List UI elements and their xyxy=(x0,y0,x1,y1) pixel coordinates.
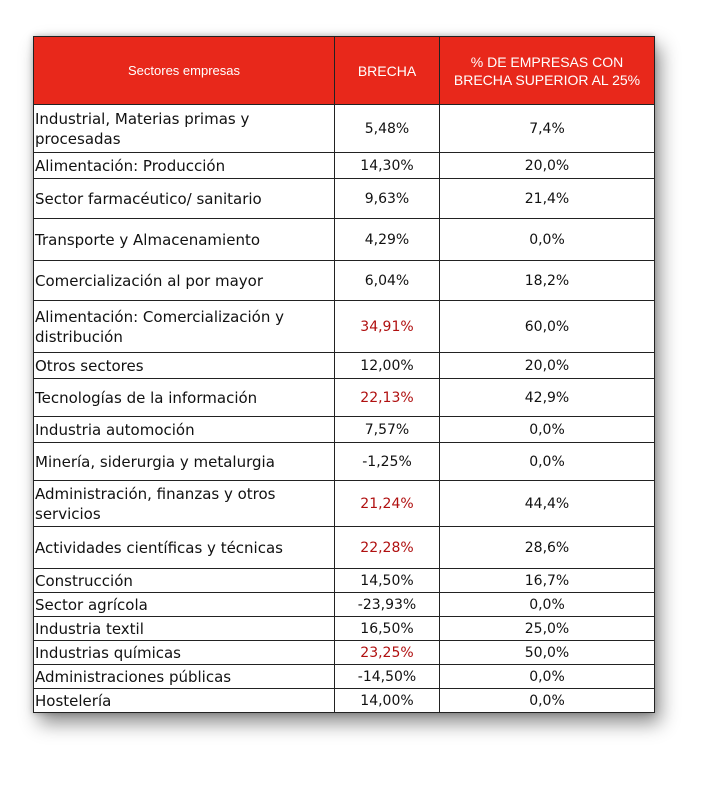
cell-pct: 16,7% xyxy=(439,568,655,593)
cell-pct: 20,0% xyxy=(439,152,655,179)
sector-gap-table: Sectores empresas BRECHA % DE EMPRESAS C… xyxy=(33,36,655,713)
cell-sector: Administración, finanzas y otros servici… xyxy=(33,480,335,527)
table-row: Industrial, Materias primas y procesadas… xyxy=(33,104,655,153)
cell-pct: 7,4% xyxy=(439,104,655,153)
table-row: Minería, siderurgia y metalurgia -1,25% 0,… xyxy=(33,442,655,481)
cell-brecha: 4,29% xyxy=(334,218,440,261)
cell-brecha: -14,50% xyxy=(334,664,440,689)
cell-pct: 0,0% xyxy=(439,442,655,481)
cell-sector: Minería, siderurgia y metalurgia xyxy=(33,442,335,481)
table-row: Otros sectores 12,00% 20,0% xyxy=(33,352,655,379)
table-card: Sectores empresas BRECHA % DE EMPRESAS C… xyxy=(33,36,655,713)
table-row: Industrias químicas 23,25% 50,0% xyxy=(33,640,655,665)
table-row: Alimentación: Comercialización y distrib… xyxy=(33,300,655,353)
cell-pct: 50,0% xyxy=(439,640,655,665)
table-row: Industria automoción 7,57% 0,0% xyxy=(33,416,655,443)
cell-pct: 20,0% xyxy=(439,352,655,379)
cell-brecha: 12,00% xyxy=(334,352,440,379)
header-pct: % DE EMPRESAS CON BRECHA SUPERIOR AL 25% xyxy=(439,36,655,105)
cell-brecha: 14,30% xyxy=(334,152,440,179)
cell-sector: Tecnologías de la información xyxy=(33,378,335,417)
cell-brecha: 16,50% xyxy=(334,616,440,641)
cell-pct: 21,4% xyxy=(439,178,655,219)
cell-brecha: 14,50% xyxy=(334,568,440,593)
table-row: Hostelería 14,00% 0,0% xyxy=(33,688,655,713)
table-row: Administraciones públicas -14,50% 0,0% xyxy=(33,664,655,689)
header-row: Sectores empresas BRECHA % DE EMPRESAS C… xyxy=(33,36,655,105)
cell-sector: Administraciones públicas xyxy=(33,664,335,689)
cell-brecha: 5,48% xyxy=(334,104,440,153)
table-row: Sector agrícola -23,93% 0,0% xyxy=(33,592,655,617)
cell-brecha: 21,24% xyxy=(334,480,440,527)
cell-pct: 0,0% xyxy=(439,688,655,713)
cell-sector: Construcción xyxy=(33,568,335,593)
cell-pct: 44,4% xyxy=(439,480,655,527)
table-row: Comercialización al por mayor 6,04% 18,2% xyxy=(33,260,655,301)
cell-brecha: 7,57% xyxy=(334,416,440,443)
cell-sector: Otros sectores xyxy=(33,352,335,379)
cell-sector: Comercialización al por mayor xyxy=(33,260,335,301)
cell-sector: Industria automoción xyxy=(33,416,335,443)
table-row: Alimentación: Producción 14,30% 20,0% xyxy=(33,152,655,179)
cell-brecha: 6,04% xyxy=(334,260,440,301)
table-row: Tecnologías de la información 22,13% 42,9% xyxy=(33,378,655,417)
cell-brecha: 14,00% xyxy=(334,688,440,713)
cell-brecha: 9,63% xyxy=(334,178,440,219)
cell-pct: 28,6% xyxy=(439,526,655,569)
cell-pct: 60,0% xyxy=(439,300,655,353)
cell-sector: Sector farmacéutico/ sanitario xyxy=(33,178,335,219)
cell-sector: Sector agrícola xyxy=(33,592,335,617)
cell-sector: Industria textil xyxy=(33,616,335,641)
table-row: Actividades científicas y técnicas 22,28%… xyxy=(33,526,655,569)
cell-pct: 25,0% xyxy=(439,616,655,641)
cell-sector: Alimentación: Comercialización y distrib… xyxy=(33,300,335,353)
table-row: Construcción 14,50% 16,7% xyxy=(33,568,655,593)
cell-sector: Industrias químicas xyxy=(33,640,335,665)
cell-pct: 0,0% xyxy=(439,416,655,443)
cell-pct: 0,0% xyxy=(439,592,655,617)
cell-brecha: -1,25% xyxy=(334,442,440,481)
table-row: Transporte y Almacenamiento 4,29% 0,0% xyxy=(33,218,655,261)
cell-brecha: 34,91% xyxy=(334,300,440,353)
cell-pct: 0,0% xyxy=(439,664,655,689)
cell-pct: 42,9% xyxy=(439,378,655,417)
cell-brecha: 23,25% xyxy=(334,640,440,665)
cell-sector: Alimentación: Producción xyxy=(33,152,335,179)
cell-sector: Industrial, Materias primas y procesadas xyxy=(33,104,335,153)
cell-sector: Hostelería xyxy=(33,688,335,713)
cell-brecha: 22,13% xyxy=(334,378,440,417)
header-sector: Sectores empresas xyxy=(33,36,335,105)
cell-sector: Transporte y Almacenamiento xyxy=(33,218,335,261)
cell-sector: Actividades científicas y técnicas xyxy=(33,526,335,569)
cell-pct: 0,0% xyxy=(439,218,655,261)
cell-brecha: -23,93% xyxy=(334,592,440,617)
table-row: Administración, finanzas y otros servici… xyxy=(33,480,655,527)
cell-brecha: 22,28% xyxy=(334,526,440,569)
cell-pct: 18,2% xyxy=(439,260,655,301)
table-body: Industrial, Materias primas y procesadas… xyxy=(33,104,655,713)
table-row: Sector farmacéutico/ sanitario 9,63% 21,4% xyxy=(33,178,655,219)
table-row: Industria textil 16,50% 25,0% xyxy=(33,616,655,641)
header-brecha: BRECHA xyxy=(334,36,440,105)
